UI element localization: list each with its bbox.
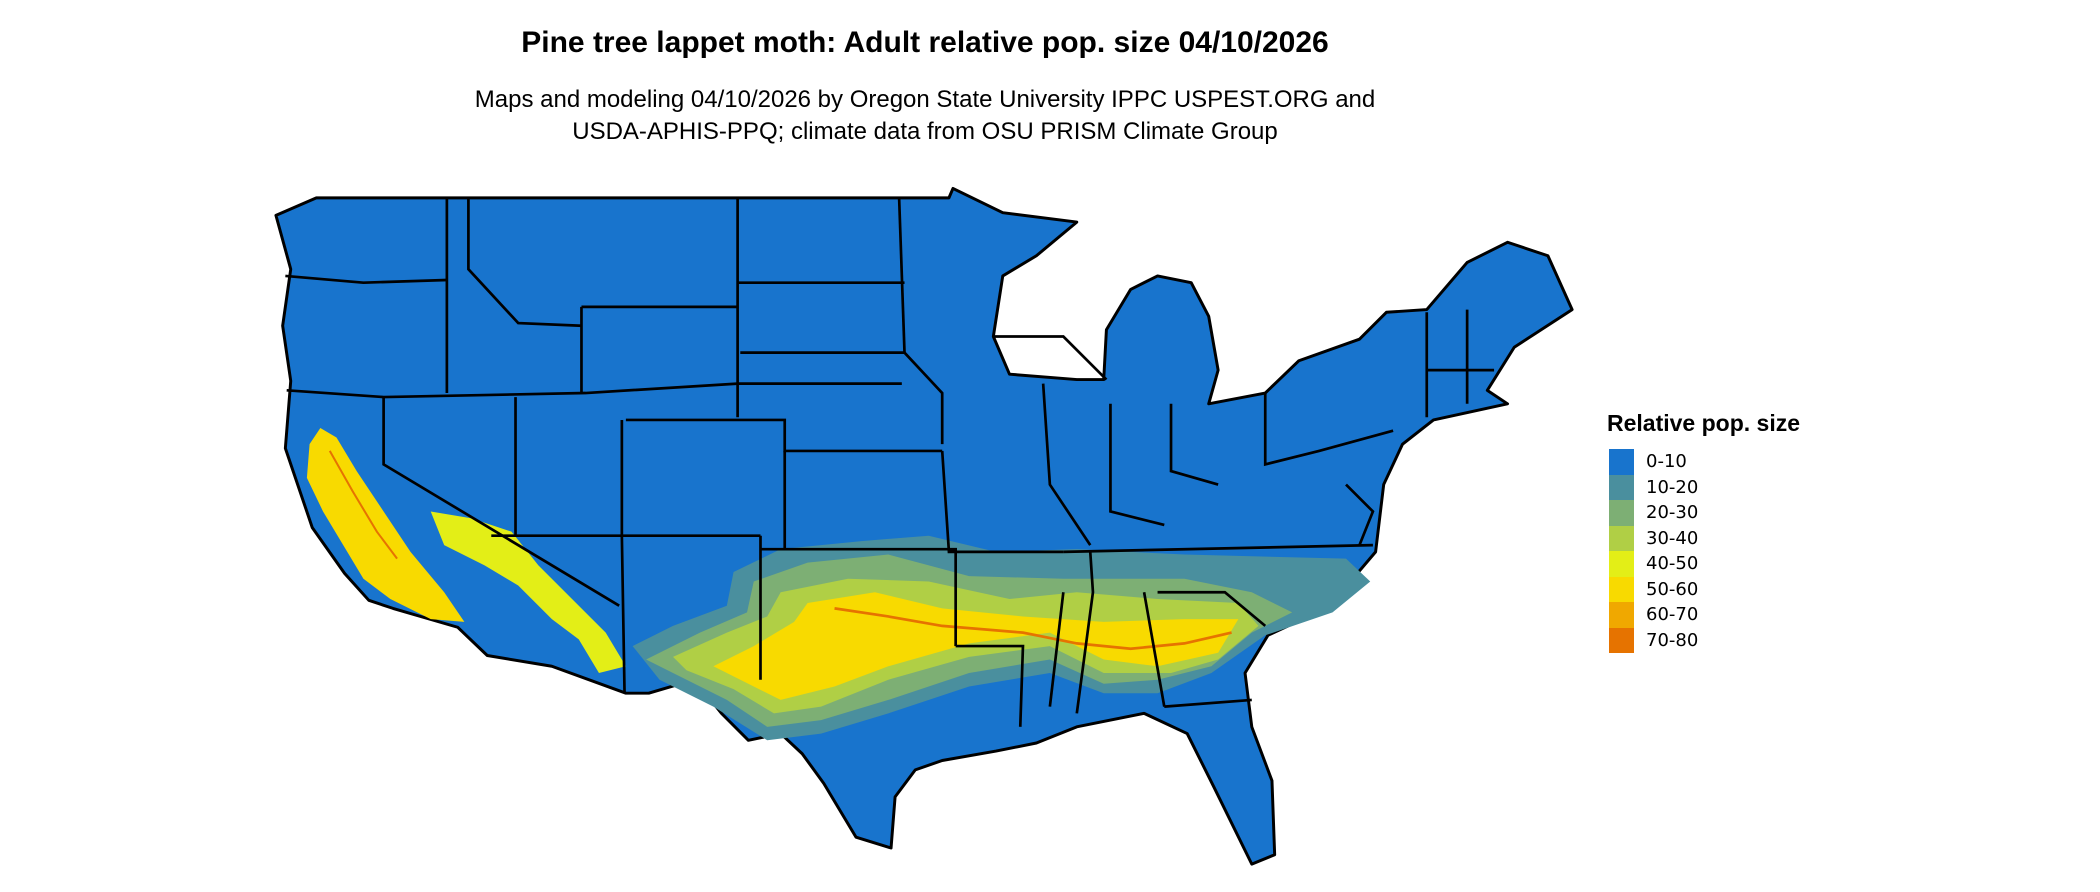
legend-label: 50-60 — [1646, 578, 1699, 600]
legend-item: 30-40 — [1609, 525, 1800, 551]
legend-swatch — [1609, 551, 1634, 577]
legend-swatch — [1609, 449, 1634, 475]
legend-label: 20-30 — [1646, 502, 1699, 524]
legend-swatch — [1609, 474, 1634, 500]
map-subtitle: Maps and modeling 04/10/2026 by Oregon S… — [0, 84, 1850, 148]
legend-item: 70-80 — [1609, 627, 1800, 653]
subtitle-line-2: USDA-APHIS-PPQ; climate data from OSU PR… — [572, 118, 1278, 145]
subtitle-line-1: Maps and modeling 04/10/2026 by Oregon S… — [474, 86, 1376, 113]
legend-item: 0-10 — [1609, 449, 1800, 475]
legend-label: 40-50 — [1646, 553, 1699, 575]
state-borders — [285, 197, 1495, 727]
legend-swatch — [1609, 627, 1634, 653]
legend-swatch — [1609, 525, 1634, 551]
legend-swatch — [1609, 576, 1634, 602]
legend-label: 60-70 — [1646, 604, 1699, 626]
legend-item: 60-70 — [1609, 602, 1800, 628]
legend-item: 20-30 — [1609, 500, 1800, 526]
legend-label: 10-20 — [1646, 476, 1699, 498]
legend-item: 10-20 — [1609, 474, 1800, 500]
map-title: Pine tree lappet moth: Adult relative po… — [521, 26, 1329, 59]
legend-label: 30-40 — [1646, 527, 1699, 549]
legend-label: 0-10 — [1646, 451, 1687, 473]
legend: Relative pop. size 0-10 10-20 20-30 30-40 40… — [1607, 410, 1801, 653]
legend-item: 40-50 — [1609, 551, 1800, 577]
legend-item: 50-60 — [1609, 576, 1800, 602]
legend-label: 70-80 — [1646, 629, 1699, 651]
legend-title: Relative pop. size — [1607, 410, 1801, 436]
legend-swatch — [1609, 602, 1634, 628]
legend-swatch — [1609, 500, 1634, 526]
